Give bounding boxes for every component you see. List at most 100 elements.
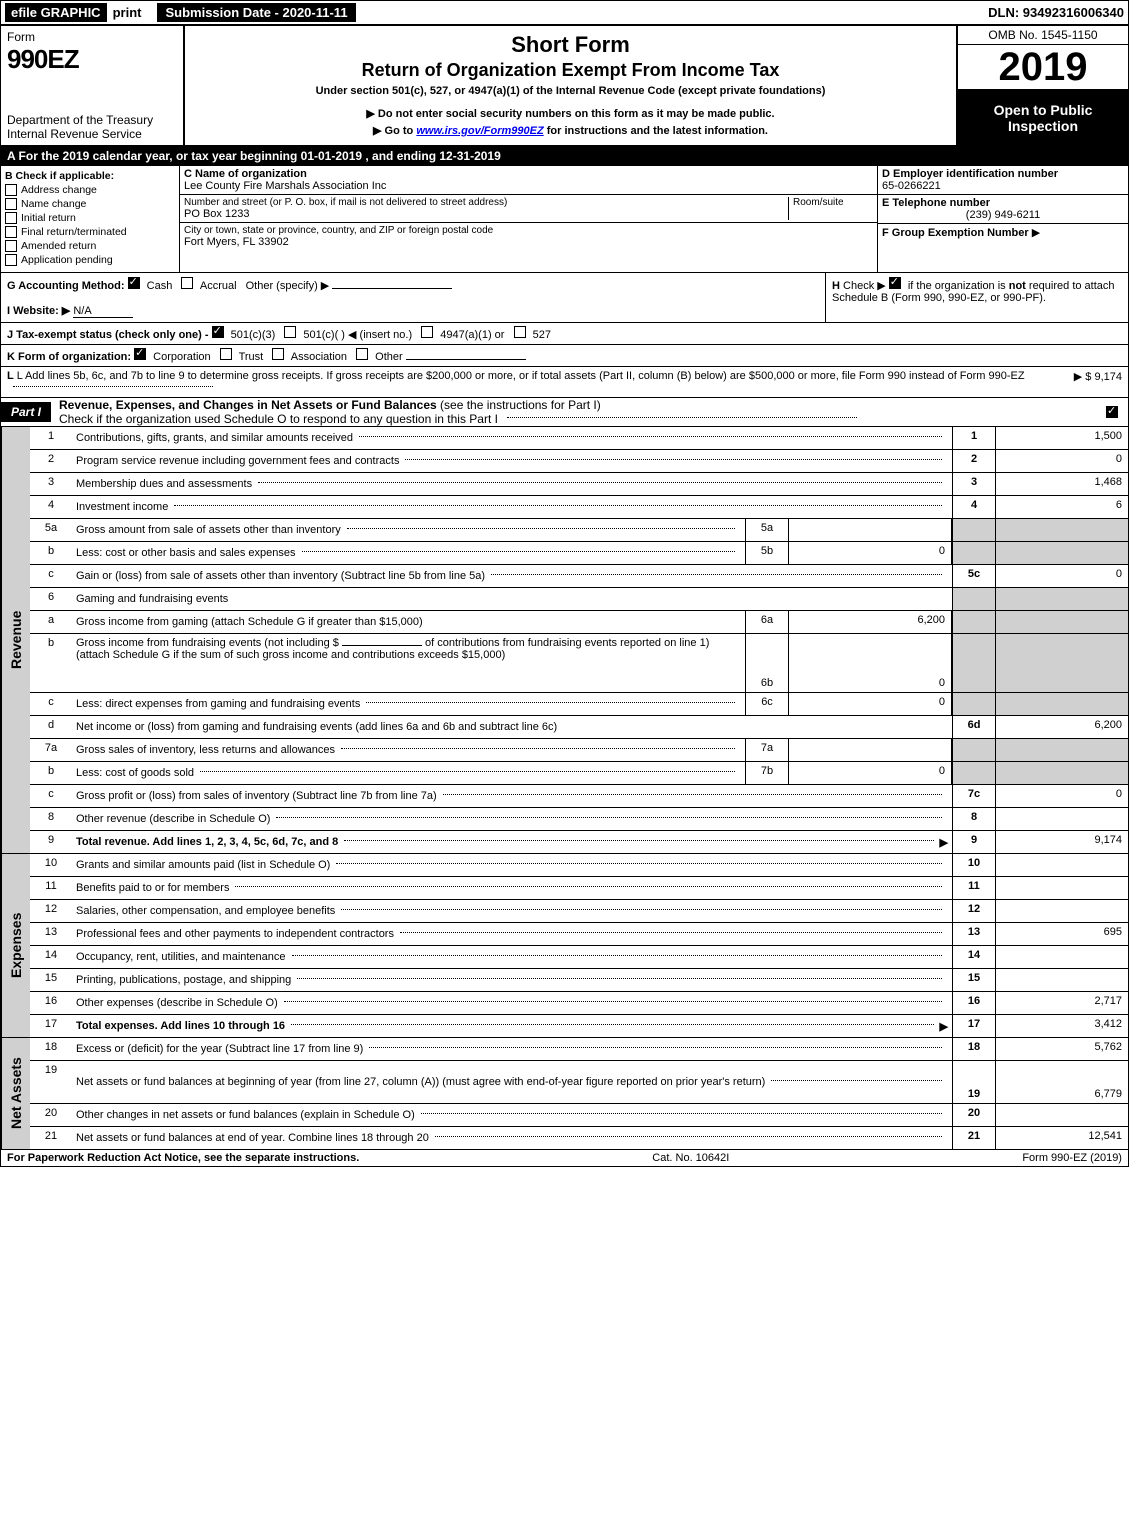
section-b-title: B Check if applicable:	[5, 170, 175, 182]
h-label: H	[832, 280, 840, 292]
footer-left: For Paperwork Reduction Act Notice, see …	[7, 1152, 359, 1164]
org-address: PO Box 1233	[184, 208, 788, 220]
checkbox-icon	[5, 212, 17, 224]
j-501c: 501(c)( )	[303, 329, 345, 341]
section-j: J Tax-exempt status (check only one) - 5…	[1, 323, 1128, 345]
footer-center: Cat. No. 10642I	[652, 1152, 729, 1164]
part1-header: Part I Revenue, Expenses, and Changes in…	[1, 398, 1128, 427]
section-k: K Form of organization: Corporation Trus…	[1, 345, 1128, 367]
dln-label: DLN: 93492316006340	[988, 5, 1124, 20]
l-amount: ▶ $ 9,174	[1074, 370, 1122, 394]
page-footer: For Paperwork Reduction Act Notice, see …	[1, 1150, 1128, 1166]
j-4947-checkbox[interactable]	[421, 326, 433, 338]
expenses-section: Expenses 10 Grants and similar amounts p…	[1, 854, 1128, 1038]
short-form-title: Short Form	[195, 32, 946, 58]
print-link[interactable]: print	[113, 5, 142, 20]
city-label: City or town, state or province, country…	[184, 225, 873, 236]
arrow-icon: ▶	[366, 108, 374, 120]
final-return-option[interactable]: Final return/terminated	[5, 226, 175, 238]
net-assets-section: Net Assets 18 Excess or (deficit) for th…	[1, 1038, 1128, 1150]
line-1: 1 Contributions, gifts, grants, and simi…	[30, 427, 1128, 449]
arrow-icon: ▶	[1032, 227, 1040, 239]
j-4947: 4947(a)(1) or	[440, 329, 504, 341]
part1-checkbox[interactable]	[1106, 406, 1118, 418]
ein-label: D Employer identification number	[882, 168, 1124, 180]
line-15: 15 Printing, publications, postage, and …	[30, 968, 1128, 991]
revenue-side-label: Revenue	[1, 427, 30, 853]
checkbox-icon	[5, 184, 17, 196]
part1-badge: Part I	[1, 402, 51, 422]
return-title: Return of Organization Exempt From Incom…	[195, 60, 946, 81]
k-other-checkbox[interactable]	[356, 348, 368, 360]
line-18: 18 Excess or (deficit) for the year (Sub…	[30, 1038, 1128, 1060]
line-6: 6 Gaming and fundraising events	[30, 587, 1128, 610]
k-trust: Trust	[239, 351, 264, 363]
line-5c: c Gain or (loss) from sale of assets oth…	[30, 564, 1128, 587]
efile-badge: efile GRAPHIC	[5, 3, 107, 22]
line-21: 21 Net assets or fund balances at end of…	[30, 1126, 1128, 1149]
k-corp-checkbox[interactable]	[134, 348, 146, 360]
line-7a: 7a Gross sales of inventory, less return…	[30, 738, 1128, 761]
line-9: 9 Total revenue. Add lines 1, 2, 3, 4, 5…	[30, 830, 1128, 853]
note1-text: Do not enter social security numbers on …	[378, 108, 775, 120]
h-not: not	[1009, 280, 1026, 292]
h-text1: Check ▶	[843, 280, 886, 292]
line-7c: c Gross profit or (loss) from sales of i…	[30, 784, 1128, 807]
k-trust-checkbox[interactable]	[220, 348, 232, 360]
section-l: L L Add lines 5b, 6c, and 7b to line 9 t…	[1, 367, 1128, 398]
name-change-option[interactable]: Name change	[5, 198, 175, 210]
ein-value: 65-0266221	[882, 180, 1124, 192]
other-label: Other (specify) ▶	[246, 280, 330, 292]
k-other: Other	[375, 351, 403, 363]
k-label: K Form of organization:	[7, 351, 131, 363]
other-field[interactable]	[332, 288, 452, 289]
j-527-checkbox[interactable]	[514, 326, 526, 338]
amended-return-option[interactable]: Amended return	[5, 240, 175, 252]
j-label: J Tax-exempt status (check only one) -	[7, 329, 209, 341]
section-c: C Name of organization Lee County Fire M…	[180, 166, 877, 272]
k-corp: Corporation	[153, 351, 210, 363]
line-5a: 5a Gross amount from sale of assets othe…	[30, 518, 1128, 541]
l-text: L Add lines 5b, 6c, and 7b to line 9 to …	[17, 370, 1025, 382]
note2b: for instructions and the latest informat…	[544, 125, 768, 137]
line-17: 17 Total expenses. Add lines 10 through …	[30, 1014, 1128, 1037]
j-insert: ◀ (insert no.)	[348, 329, 412, 341]
h-checkbox[interactable]	[889, 277, 901, 289]
section-b: B Check if applicable: Address change Na…	[1, 166, 180, 272]
k-other-field[interactable]	[406, 359, 526, 360]
expenses-side-label: Expenses	[1, 854, 30, 1037]
under-section: Under section 501(c), 527, or 4947(a)(1)…	[195, 85, 946, 97]
note2a: Go to	[385, 125, 417, 137]
k-assoc-checkbox[interactable]	[272, 348, 284, 360]
header-left: Form 990EZ Department of the Treasury In…	[1, 26, 185, 145]
checkbox-icon	[5, 226, 17, 238]
line-10: 10 Grants and similar amounts paid (list…	[30, 854, 1128, 876]
open-public-badge: Open to Public Inspection	[958, 90, 1128, 145]
address-change-option[interactable]: Address change	[5, 184, 175, 196]
accrual-label: Accrual	[200, 280, 237, 292]
line-6b: b Gross income from fundraising events (…	[30, 633, 1128, 692]
line-12: 12 Salaries, other compensation, and emp…	[30, 899, 1128, 922]
line-13: 13 Professional fees and other payments …	[30, 922, 1128, 945]
irs-label: Internal Revenue Service	[7, 127, 177, 141]
line-4: 4 Investment income 4 6	[30, 495, 1128, 518]
net-assets-side-label: Net Assets	[1, 1038, 30, 1149]
initial-return-option[interactable]: Initial return	[5, 212, 175, 224]
irs-link[interactable]: www.irs.gov/Form990EZ	[416, 125, 543, 137]
section-de: D Employer identification number 65-0266…	[877, 166, 1128, 272]
section-g: G Accounting Method: Cash Accrual Other …	[1, 273, 825, 322]
accrual-checkbox[interactable]	[181, 277, 193, 289]
contributions-field[interactable]	[342, 645, 422, 646]
form-number: 990EZ	[7, 44, 177, 75]
note-instructions: ▶ Go to www.irs.gov/Form990EZ for instru…	[195, 124, 946, 137]
row-gh: G Accounting Method: Cash Accrual Other …	[1, 273, 1128, 323]
h-text2: if the organization is	[908, 280, 1009, 292]
cash-checkbox[interactable]	[128, 277, 140, 289]
accounting-method-label: G Accounting Method:	[7, 280, 125, 292]
header-right: OMB No. 1545-1150 2019 Open to Public In…	[956, 26, 1128, 145]
phone-value: (239) 949-6211	[882, 209, 1124, 221]
application-pending-option[interactable]: Application pending	[5, 254, 175, 266]
j-501c-checkbox[interactable]	[284, 326, 296, 338]
line-6a: a Gross income from gaming (attach Sched…	[30, 610, 1128, 633]
j-501c3-checkbox[interactable]	[212, 326, 224, 338]
